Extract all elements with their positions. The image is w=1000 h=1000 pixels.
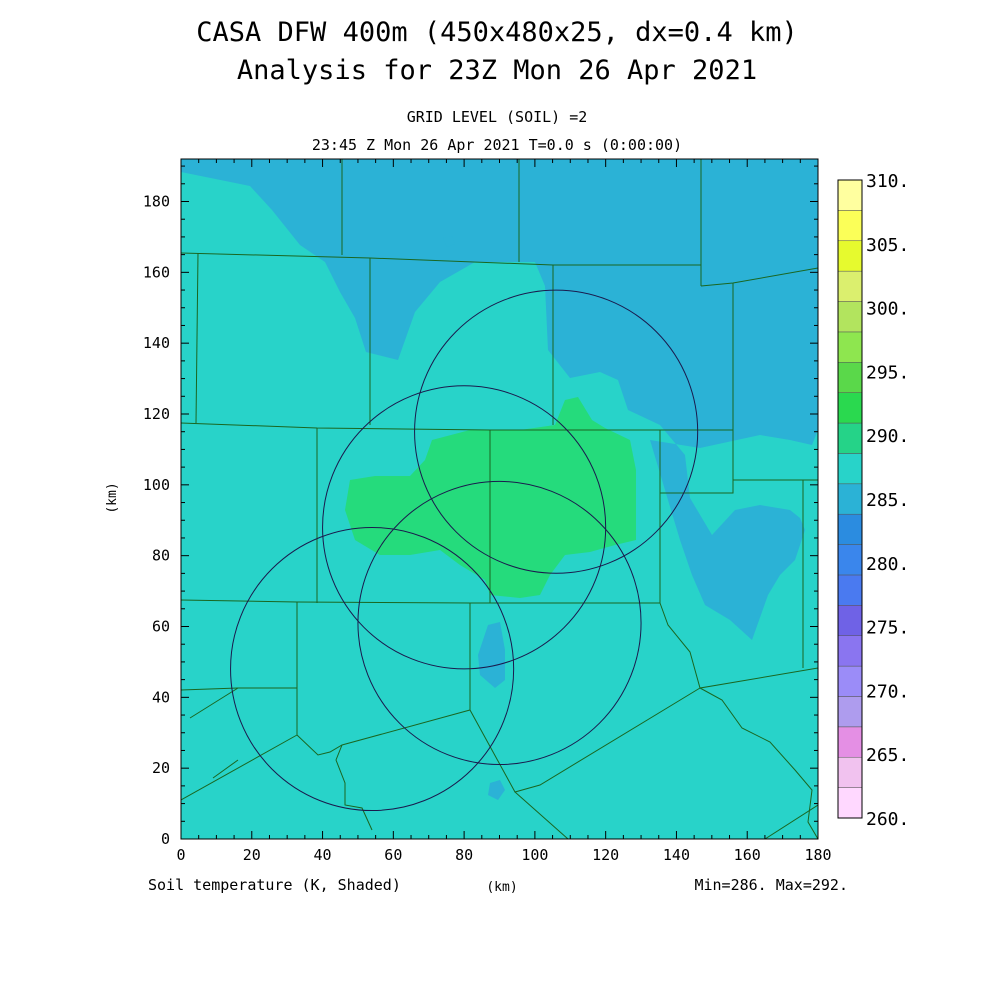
colorbar-frame [837, 179, 863, 819]
y-tick-label: 140 [143, 334, 170, 352]
valid-time-label: 23:45 Z Mon 26 Apr 2021 T=0.0 s (0:00:00… [312, 136, 682, 154]
variable-label: Soil temperature (K, Shaded) [148, 876, 401, 894]
colorbar-swatch [837, 635, 863, 667]
colorbar-swatch [837, 696, 863, 728]
field-285-region-south [478, 622, 505, 688]
colorbar-label: 285. [866, 490, 909, 511]
county-boundary-line [514, 791, 569, 839]
y-tick-label: 40 [152, 688, 170, 706]
colorbar-swatch [837, 665, 863, 697]
county-boundaries [181, 159, 818, 839]
minmax-label: Min=286. Max=292. [694, 876, 848, 894]
field-layer [181, 159, 818, 839]
range-ring [230, 526, 515, 812]
colorbar-swatch [837, 270, 863, 302]
colorbar-swatch [837, 544, 863, 576]
x-tick-label: 80 [455, 846, 473, 864]
colorbar-swatch [837, 787, 863, 819]
chart-title: CASA DFW 400m (450x480x25, dx=0.4 km) [196, 17, 797, 48]
county-boundary-line [212, 759, 239, 779]
range-ring [357, 480, 642, 766]
x-tick-label: 160 [734, 846, 761, 864]
county-boundary-line [699, 687, 818, 839]
field-285-region-southern-spot [488, 780, 505, 800]
x-axis-label: (km) [486, 880, 517, 895]
radar-range-rings [230, 289, 699, 812]
y-tick-label: 20 [152, 759, 170, 777]
colorbar-labels: 260. 265. 270. 275. 280. 285. 290. 295. 300. 305.… [866, 171, 909, 830]
x-tick-label: 180 [804, 846, 831, 864]
y-tick-label: 180 [143, 193, 170, 211]
county-boundary-line [659, 602, 818, 689]
colorbar-swatch [837, 483, 863, 515]
colorbar-label: 270. [866, 681, 909, 702]
axis-ticks [180, 159, 819, 840]
x-tick-label: 60 [384, 846, 402, 864]
x-tick-label: 0 [176, 846, 185, 864]
colorbar-swatch [837, 574, 863, 606]
colorbar-label: 260. [866, 809, 909, 830]
county-boundary-line [764, 804, 818, 839]
x-axis-tick-labels: 0 20 40 60 80 100 120 140 160 180 [176, 846, 831, 864]
y-tick-label: 120 [143, 405, 170, 423]
range-ring [322, 385, 607, 670]
county-boundary-line [181, 599, 660, 604]
colorbar-label: 275. [866, 618, 909, 639]
chart-subtitle: Analysis for 23Z Mon 26 Apr 2021 [237, 55, 757, 86]
x-tick-label: 120 [592, 846, 619, 864]
county-boundary-line [195, 252, 199, 424]
range-ring [414, 289, 699, 574]
colorbar [837, 179, 863, 819]
x-tick-label: 140 [663, 846, 690, 864]
field-285-region-island [443, 236, 455, 247]
county-boundary-line [335, 744, 373, 831]
colorbar-swatch [837, 362, 863, 393]
county-boundary-line [181, 422, 733, 431]
colorbar-label: 300. [866, 299, 909, 320]
colorbar-swatch [837, 210, 863, 242]
colorbar-label: 295. [866, 362, 909, 383]
colorbar-label: 310. [866, 171, 909, 192]
colorbar-label: 290. [866, 426, 909, 447]
colorbar-swatch [837, 726, 863, 758]
county-boundary-line [296, 687, 701, 793]
colorbar-swatch [837, 392, 863, 424]
colorbar-swatch [837, 513, 863, 545]
colorbar-label: 280. [866, 554, 909, 575]
colorbar-swatch [837, 179, 863, 211]
colorbar-swatch [837, 240, 863, 272]
colorbar-swatch [837, 605, 863, 636]
county-boundary-line [181, 252, 701, 266]
y-axis-tick-labels: 0 20 40 60 80 100 120 140 160 180 [143, 193, 170, 849]
x-tick-label: 40 [314, 846, 332, 864]
colorbar-swatch [837, 453, 863, 485]
x-tick-label: 100 [521, 846, 548, 864]
colorbar-swatch [837, 422, 863, 454]
y-tick-label: 100 [143, 476, 170, 494]
field-285-region-north [181, 159, 818, 640]
y-tick-label: 0 [161, 830, 170, 848]
colorbar-swatch [837, 301, 863, 333]
y-tick-label: 80 [152, 547, 170, 565]
county-boundary-line [189, 687, 239, 719]
county-boundary-line [660, 479, 818, 494]
y-tick-label: 160 [143, 263, 170, 281]
x-tick-label: 20 [243, 846, 261, 864]
y-axis-label: (km) [105, 482, 120, 513]
county-boundary-line [181, 734, 298, 801]
colorbar-label: 305. [866, 235, 909, 256]
y-tick-label: 60 [152, 618, 170, 636]
colorbar-swatch [837, 756, 863, 788]
colorbar-swatch [837, 331, 863, 363]
colorbar-label: 265. [866, 745, 909, 766]
grid-level-label: GRID LEVEL (SOIL) =2 [407, 108, 588, 126]
